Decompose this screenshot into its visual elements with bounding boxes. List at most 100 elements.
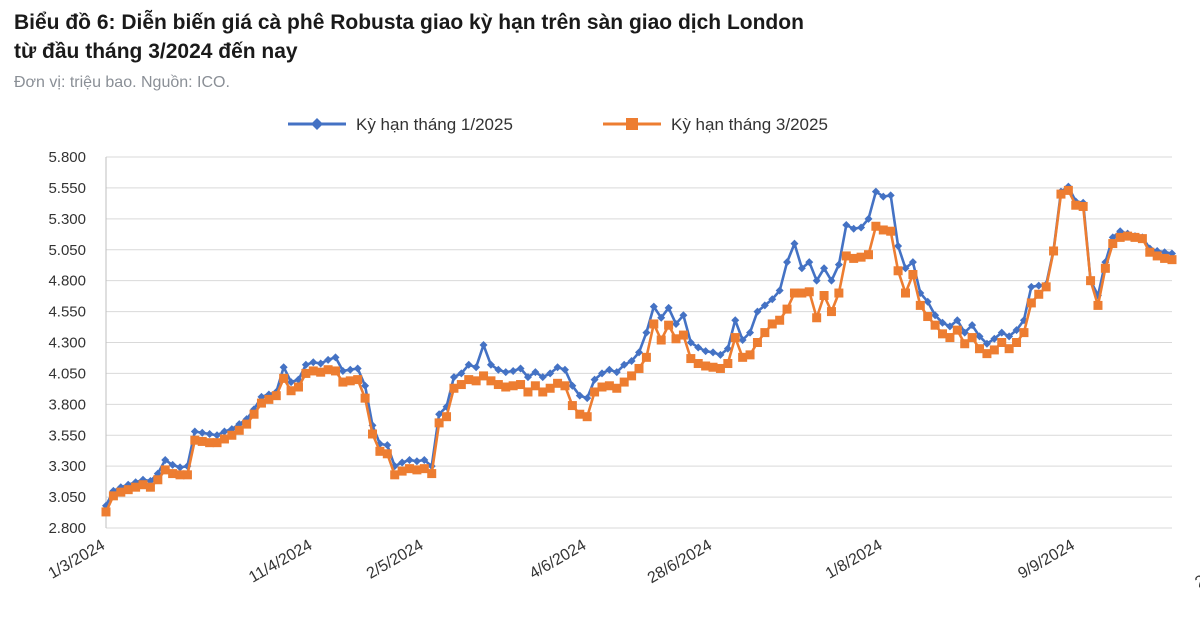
data-point (627, 357, 636, 366)
data-point (1123, 231, 1133, 241)
data-point (553, 378, 563, 388)
legend-label-1: Kỳ hạn tháng 1/2025 (356, 115, 513, 134)
data-point (886, 226, 896, 236)
data-point (213, 431, 222, 440)
data-point (546, 369, 555, 378)
y-tick-label: 4.550 (48, 304, 86, 321)
data-point (486, 360, 495, 369)
data-point (545, 383, 555, 393)
data-point (1063, 185, 1073, 195)
data-point (286, 386, 296, 396)
data-point (1005, 332, 1014, 341)
data-point (567, 401, 577, 411)
data-point (419, 464, 429, 474)
chart-grid (106, 156, 1172, 529)
data-point (783, 258, 792, 267)
data-point (701, 361, 711, 371)
data-point (471, 376, 481, 386)
data-point (708, 362, 718, 372)
data-point (346, 365, 355, 374)
data-point (672, 319, 681, 328)
data-point (826, 307, 836, 317)
data-point (679, 311, 688, 320)
data-point (264, 394, 274, 404)
data-point (960, 328, 969, 337)
data-point (923, 312, 933, 322)
data-point (219, 434, 229, 444)
data-point (198, 428, 207, 437)
data-point (879, 192, 888, 201)
data-point (975, 332, 984, 341)
data-point (101, 507, 111, 517)
data-point (338, 366, 347, 375)
data-point (649, 302, 658, 311)
data-point (361, 381, 370, 390)
data-point (287, 378, 296, 387)
data-point (405, 455, 414, 464)
data-point (123, 485, 133, 495)
data-point (693, 359, 703, 369)
data-point (168, 469, 178, 479)
data-point (138, 480, 148, 490)
data-point (738, 336, 747, 345)
data-point (316, 367, 326, 377)
data-point (864, 214, 873, 223)
data-point (738, 352, 748, 362)
data-point (1167, 255, 1177, 265)
data-point (893, 266, 903, 276)
data-point (161, 455, 170, 464)
data-point (331, 353, 340, 362)
data-point (1041, 282, 1051, 292)
data-point (493, 380, 503, 390)
data-point (301, 360, 310, 369)
data-point (175, 470, 185, 480)
data-point (1152, 251, 1162, 261)
data-point (360, 393, 370, 403)
data-point (656, 335, 666, 345)
data-point (671, 334, 681, 344)
y-tick-label: 4.050 (48, 365, 86, 382)
data-point (560, 381, 570, 391)
data-point (449, 373, 458, 382)
y-tick-label: 4.800 (48, 273, 86, 290)
data-point (967, 333, 977, 343)
data-point (953, 316, 962, 325)
data-point (479, 371, 489, 381)
data-point (827, 276, 836, 285)
data-point (464, 360, 473, 369)
data-point (930, 320, 940, 330)
data-point (856, 252, 866, 262)
data-point (449, 383, 459, 393)
y-tick-label: 5.300 (48, 211, 86, 228)
data-point (501, 368, 510, 377)
data-point (1086, 276, 1096, 286)
data-point (168, 460, 177, 469)
data-point (730, 333, 740, 343)
data-point (731, 316, 740, 325)
data-point (523, 373, 532, 382)
data-point (908, 269, 918, 279)
data-point (820, 264, 829, 273)
data-point (1012, 338, 1022, 347)
data-point (789, 288, 799, 298)
data-point (841, 251, 851, 261)
data-point (812, 313, 822, 323)
data-point (857, 223, 866, 232)
chart-subtitle: Đơn vị: triệu bao. Nguồn: ICO. (14, 74, 230, 91)
x-tick-label: 1/8/2024 (823, 537, 886, 583)
data-point (901, 288, 910, 298)
data-point (516, 380, 526, 390)
data-point (427, 469, 437, 479)
data-point (849, 253, 859, 263)
chart-axes: 2.800 3.050 3.300 3.550 3.800 4.050 4.300 4.550… (46, 149, 1200, 592)
data-point (153, 475, 163, 485)
data-point (1145, 247, 1155, 257)
x-tick-label: 9/9/2024 (1015, 537, 1078, 583)
data-point (915, 300, 925, 310)
data-point (1160, 253, 1170, 263)
data-point (797, 264, 806, 273)
data-point (531, 368, 540, 377)
data-point (871, 187, 880, 196)
data-point (1034, 289, 1044, 299)
data-point (116, 487, 126, 497)
